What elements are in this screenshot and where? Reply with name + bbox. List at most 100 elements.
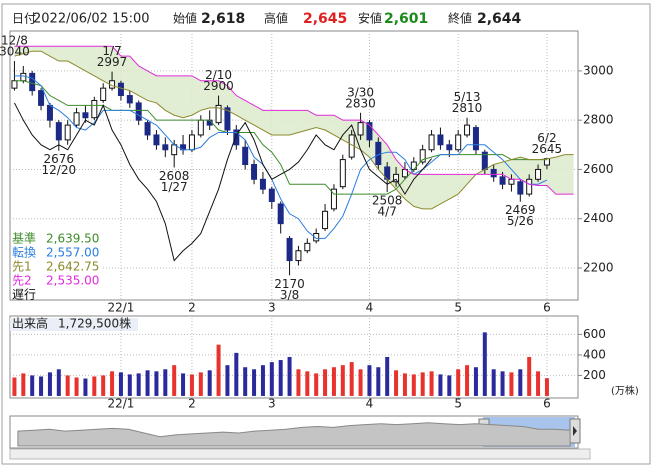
candle-body: [224, 107, 231, 131]
candle-body: [472, 127, 479, 151]
annotation-price: 2508: [372, 194, 403, 208]
candle-body: [286, 237, 293, 262]
candle-body: [91, 99, 98, 119]
annotation-date: 2/10: [205, 68, 232, 82]
volume-bar: [243, 367, 248, 396]
volume-bar: [358, 369, 363, 396]
navigator-area: [17, 422, 571, 447]
candle-body: [126, 95, 133, 104]
candle-body: [46, 104, 53, 121]
volume-bar: [376, 367, 381, 396]
annotation-date: 1/7: [102, 44, 121, 58]
header-label: 安値: [358, 11, 382, 26]
volume-bar: [110, 371, 115, 396]
volume-bar: [83, 378, 88, 396]
candle-body: [117, 82, 124, 97]
handle-arrow: [573, 426, 577, 436]
x-tick-label: 3: [268, 301, 276, 315]
x-tick-label: 5: [454, 397, 462, 411]
legend-value: 2,557.00: [46, 246, 99, 260]
candle-body: [251, 164, 258, 180]
volume-bar: [21, 373, 26, 396]
volume-bar: [118, 372, 123, 396]
volume-bar: [465, 365, 470, 396]
y-tick-label: 2200: [583, 260, 614, 274]
annotation-price: 2170: [274, 277, 305, 291]
volume-bar: [456, 369, 461, 396]
cloud: [14, 46, 574, 209]
candle-body: [38, 90, 45, 106]
candle-body: [304, 242, 311, 252]
candle-body: [29, 72, 36, 92]
x-tick-label: 2: [188, 397, 196, 411]
indicator-line: [14, 45, 574, 195]
candle-body: [508, 178, 515, 185]
scrollbar[interactable]: [9, 448, 591, 460]
candle-body: [20, 72, 27, 82]
x-tick-label: 4: [366, 397, 374, 411]
y-tick-label: 600: [583, 327, 606, 341]
annotation-price: 2608: [159, 169, 190, 183]
candle-body: [393, 173, 400, 183]
candle-body: [162, 144, 169, 151]
volume-bar: [65, 375, 70, 396]
annotation-date: 12/20: [42, 163, 77, 177]
annotation-date: 12/8: [1, 34, 28, 48]
annotation-date: 5/13: [454, 90, 481, 104]
candle-body: [64, 124, 71, 141]
x-tick-label: 6: [543, 301, 551, 315]
legend-name: 先1: [12, 260, 32, 274]
volume-bar: [101, 375, 106, 396]
annotation-date: 3/30: [347, 85, 374, 99]
candle-body: [197, 119, 204, 136]
volume-bar: [260, 365, 265, 396]
volume-bar: [314, 373, 319, 396]
volume-bar: [323, 369, 328, 396]
indicator-line: [14, 75, 548, 239]
volume-title-bg: [10, 318, 138, 331]
candle-body: [233, 129, 240, 146]
candle-body: [153, 134, 160, 146]
volume-bar: [482, 332, 487, 396]
volume-bar: [145, 370, 150, 396]
candle-body: [375, 141, 382, 166]
volume-bar: [189, 374, 194, 396]
volume-unit: (万株): [611, 384, 639, 397]
candle-body: [259, 178, 266, 190]
y-tick-label: 3000: [583, 63, 614, 77]
x-tick-label: 4: [366, 301, 374, 315]
volume-bar: [402, 373, 407, 396]
annotation-date: 4/7: [378, 205, 397, 219]
volume-bar: [181, 373, 186, 396]
volume-bar: [172, 365, 177, 396]
candle-body: [437, 134, 444, 146]
candle-body: [11, 80, 18, 89]
candle-body: [410, 161, 417, 170]
y-tick-label: 400: [583, 347, 606, 361]
volume-bar: [438, 374, 443, 396]
volume-bar: [411, 374, 416, 396]
volume-bar: [473, 367, 478, 396]
candle-body: [144, 122, 151, 136]
candle-body: [100, 87, 107, 101]
volume-bar: [163, 369, 168, 396]
volume-bar: [429, 371, 434, 396]
legend-name: 基準: [12, 231, 36, 246]
candle-body: [455, 134, 462, 151]
candle-body: [366, 122, 373, 141]
header-label: 始値: [173, 11, 197, 26]
x-tick-label: 2: [188, 301, 196, 315]
candle-body: [419, 149, 426, 163]
header-label: 終値: [448, 11, 472, 26]
volume-bar: [420, 372, 425, 396]
indicator-line: [13, 102, 432, 262]
candle-body: [464, 124, 471, 136]
legend-value: 2,535.00: [46, 274, 99, 288]
candle-body: [526, 178, 533, 195]
y-tick-label: 2600: [583, 162, 614, 176]
header-high: 2,645: [303, 11, 347, 27]
candle-body: [517, 181, 524, 195]
y-tick-label: 2400: [583, 211, 614, 225]
header-datetime: 2022/06/02 15:00: [33, 12, 150, 27]
